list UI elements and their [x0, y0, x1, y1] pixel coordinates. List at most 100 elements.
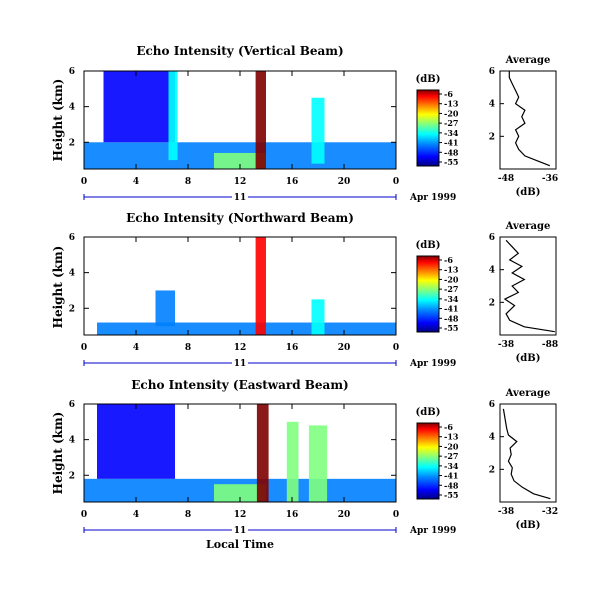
x-tick-label: 8: [185, 177, 191, 187]
y-tick-label: 6: [489, 233, 495, 243]
x-tick-label: 4: [133, 343, 139, 353]
x-axis-label: (dB): [516, 353, 541, 364]
x-tick-label: -32: [542, 507, 558, 517]
average-title: Average: [505, 221, 551, 232]
y-tick-label: 6: [69, 233, 75, 243]
y-tick-label: 6: [489, 67, 495, 77]
heatmap-title: Echo Intensity (Eastward Beam): [131, 378, 348, 392]
colorbar-tick-label: -13: [444, 265, 459, 275]
colorbar-tick-label: -27: [444, 118, 458, 128]
day-label: 11: [234, 526, 247, 536]
y-tick-label: 6: [69, 67, 75, 77]
x-tick-label: 12: [234, 177, 247, 187]
colorbar-gradient: [416, 422, 440, 500]
x-tick-label: 0: [81, 510, 87, 520]
x-tick-label: 8: [185, 510, 191, 520]
x-tick-label: 20: [338, 177, 351, 187]
x-tick-label: 0: [81, 177, 87, 187]
heatmap-title: Echo Intensity (Northward Beam): [126, 211, 354, 225]
average-line: [503, 239, 555, 333]
heatmap-plot: 0 4 8 12 16 20 0 2 4 6: [69, 233, 399, 353]
average-frame: [499, 70, 557, 170]
average-profile: Average 2 4 6 -38 -32(dB): [489, 388, 558, 531]
x-tick-label: 20: [338, 343, 351, 353]
x-tick-label: 0: [393, 177, 399, 187]
average-line: [508, 71, 551, 167]
y-tick-label: 2: [69, 304, 75, 314]
x-tick-label: -48: [498, 174, 514, 184]
echo-region: [255, 237, 266, 335]
plot-frame: [83, 236, 397, 336]
colorbar-tick-label: -27: [444, 451, 458, 461]
y-tick-label: 6: [69, 400, 75, 410]
heatmap-plot: 0 4 8 12 16 20 0 2 4 6: [69, 400, 399, 520]
colorbar-tick-label: -13: [444, 99, 459, 109]
colorbar-tick-label: -13: [444, 432, 459, 442]
echo-region: [311, 97, 325, 164]
x-axis-title: Local Time: [206, 538, 274, 551]
date-label: Apr 1999: [409, 359, 456, 369]
colorbar-tick-label: -55: [444, 157, 458, 167]
colorbar-tick-label: -34: [444, 461, 459, 471]
x-tick-label: 20: [338, 510, 351, 520]
x-tick-label: 16: [286, 510, 299, 520]
y-tick-label: 2: [489, 132, 495, 142]
average-line: [502, 408, 551, 500]
echo-region: [308, 425, 328, 502]
day-label-bg: [232, 357, 248, 369]
colorbar-tick-label: -34: [444, 128, 459, 138]
colorbar-tick-label: -34: [444, 294, 459, 304]
y-tick-label: 2: [69, 138, 75, 148]
y-tick-label: 2: [489, 465, 495, 475]
x-tick-label: -38: [498, 507, 514, 517]
x-tick-label: -38: [498, 340, 514, 350]
y-tick-label: 4: [489, 433, 495, 443]
y-tick-label: 4: [69, 103, 75, 113]
colorbar-tick-label: -41: [444, 138, 458, 148]
colorbar-tick-label: -48: [444, 313, 459, 323]
colorbar: (dB)-6-13-20-27-34-41-48-55: [416, 74, 459, 167]
colorbar: (dB)-6-13-20-27-34-41-48-55: [416, 407, 459, 500]
colorbar-tick-label: -48: [444, 147, 459, 157]
colorbar-gradient: [416, 255, 440, 333]
colorbar-unit: (dB): [416, 240, 441, 251]
average-title: Average: [505, 55, 551, 66]
x-tick-label: 0: [81, 343, 87, 353]
x-tick-label: 0: [393, 343, 399, 353]
x-tick-label: 12: [234, 510, 247, 520]
echo-region: [214, 152, 266, 169]
x-tick-label: 12: [234, 343, 247, 353]
average-title: Average: [505, 388, 551, 399]
echo-region: [256, 404, 269, 502]
heatmap-plot: 0 4 8 12 16 20 0 2 4 6: [69, 67, 399, 187]
day-label: 11: [234, 193, 247, 203]
panel-northward-beam: Echo Intensity (Northward Beam) 0 4 8 12 16 2…: [51, 211, 558, 364]
colorbar-gradient: [416, 89, 440, 167]
y-axis-title: Height (km): [51, 79, 65, 162]
date-label: Apr 1999: [409, 526, 456, 536]
echo-region: [286, 421, 299, 502]
x-tick-label: 16: [286, 343, 299, 353]
colorbar-tick-label: -20: [444, 274, 459, 284]
heatmap-title: Echo Intensity (Vertical Beam): [136, 44, 343, 58]
x-tick-label: 0: [393, 510, 399, 520]
echo-region: [168, 71, 178, 161]
x-tick-label: 8: [185, 343, 191, 353]
y-tick-label: 4: [489, 266, 495, 276]
y-tick-label: 2: [69, 471, 75, 481]
colorbar: (dB)-6-13-20-27-34-41-48-55: [416, 240, 459, 333]
colorbar-tick-label: -20: [444, 108, 459, 118]
colorbar-tick-label: -41: [444, 471, 458, 481]
echo-region: [103, 71, 175, 143]
average-profile: Average 2 4 6 -38 -88(dB): [489, 221, 558, 364]
day-label: 11: [234, 359, 247, 369]
colorbar-tick-label: -6: [444, 89, 453, 99]
y-axis-title: Height (km): [51, 246, 65, 329]
colorbar-tick-label: -20: [444, 441, 459, 451]
colorbar-unit: (dB): [416, 407, 441, 418]
colorbar-tick-label: -55: [444, 323, 458, 333]
panel-vertical-beam: Echo Intensity (Vertical Beam) 0 4 8 12 16 20…: [51, 44, 558, 198]
x-axis-label: (dB): [516, 187, 541, 198]
x-tick-label: 4: [133, 177, 139, 187]
